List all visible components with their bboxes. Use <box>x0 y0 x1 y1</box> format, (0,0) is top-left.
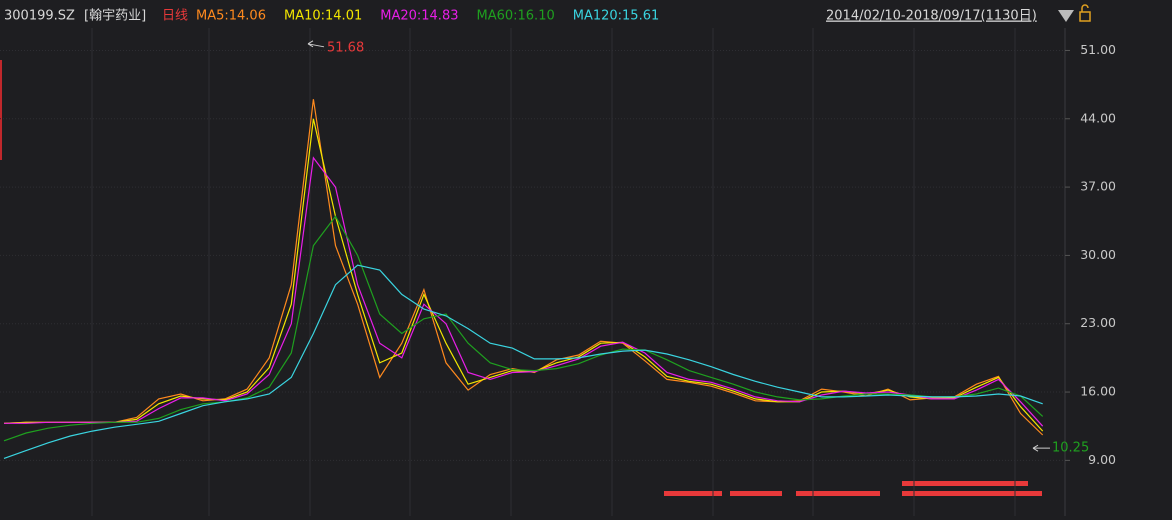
high-label: 51.68 <box>327 40 364 55</box>
lock-shackle <box>1081 4 1089 12</box>
y-tick-label: 30.00 <box>1080 247 1116 262</box>
legend-entry: MA120:15.61 <box>573 9 660 24</box>
signal-marker <box>730 491 782 496</box>
y-tick-label: 9.00 <box>1088 452 1116 467</box>
signal-marker <box>796 491 880 496</box>
stock-code: 300199.SZ <box>4 9 75 24</box>
signal-marker <box>664 491 722 496</box>
ma-line <box>3 215 1044 442</box>
ma-line <box>3 264 1043 459</box>
stock-name: [翰宇药业] <box>84 9 146 24</box>
dropdown-arrow[interactable] <box>1058 10 1074 22</box>
y-tick-label: 37.00 <box>1080 179 1116 194</box>
legend: MA5:14.06 MA10:14.01 MA20:14.83 MA60:16.10 M… <box>196 9 659 24</box>
side-marker <box>0 60 2 160</box>
signal-marker <box>902 491 1042 496</box>
y-tick-label: 51.00 <box>1080 42 1116 57</box>
ma-line <box>4 156 1044 427</box>
date-range[interactable]: 2014/02/10-2018/09/17(1130日) <box>826 9 1037 24</box>
legend-entry: MA60:16.10 <box>476 9 554 24</box>
legend-entry: MA20:14.83 <box>380 9 458 24</box>
y-tick-label: 23.00 <box>1080 315 1116 330</box>
legend-entry: MA10:14.01 <box>284 9 362 24</box>
signal-marker <box>902 481 1028 486</box>
low-pointer <box>1032 444 1050 452</box>
period: 日线 <box>162 9 188 24</box>
signal-markers <box>664 481 1042 496</box>
lock-icon[interactable] <box>1079 11 1091 22</box>
y-tick-label: 44.00 <box>1080 110 1116 125</box>
y-tick-label: 16.00 <box>1080 384 1116 399</box>
legend-entry: MA5:14.06 <box>196 9 266 24</box>
low-label: 10.25 <box>1052 441 1089 456</box>
high-pointer <box>307 40 325 48</box>
